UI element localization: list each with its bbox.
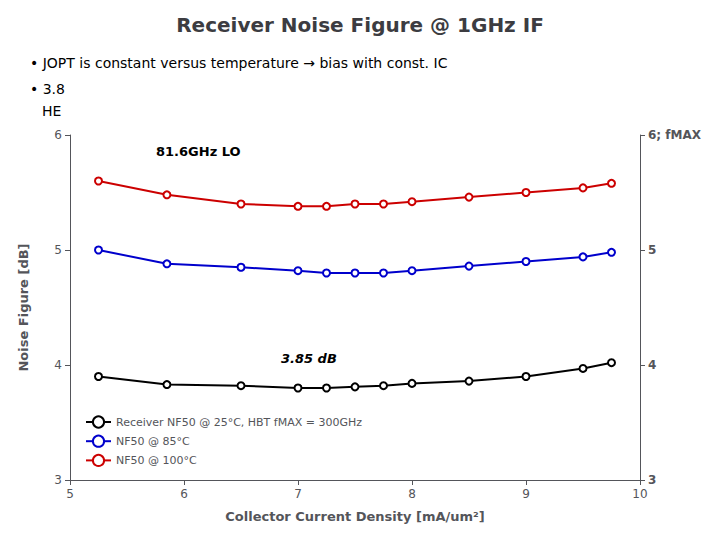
svg-text:HE: HE — [42, 103, 61, 119]
svg-text:7: 7 — [294, 487, 302, 501]
svg-text:Receiver NF50 @ 25°C, HBT fMAX: Receiver NF50 @ 25°C, HBT fMAX = 300GHz — [116, 416, 362, 429]
svg-text:NF50 @ 100°C: NF50 @ 100°C — [116, 454, 197, 467]
svg-text:10: 10 — [632, 487, 647, 501]
svg-text:6; fMAX: 6; fMAX — [648, 128, 702, 142]
svg-text:• JOPT is constant versus temp: • JOPT is constant versus temperature → … — [30, 55, 448, 71]
svg-text:3: 3 — [648, 473, 656, 487]
svg-text:6: 6 — [54, 128, 62, 142]
svg-text:4: 4 — [54, 358, 62, 372]
svg-text:6: 6 — [180, 487, 188, 501]
svg-text:NF50 @ 85°C: NF50 @ 85°C — [116, 435, 190, 448]
svg-text:5: 5 — [648, 243, 656, 257]
svg-text:4: 4 — [648, 358, 656, 372]
svg-text:3.85 dB: 3.85 dB — [281, 351, 337, 366]
svg-text:• 3.8: • 3.8 — [30, 81, 65, 97]
svg-text:Collector Current Density [mA/: Collector Current Density [mA/um²] — [225, 509, 484, 524]
svg-text:5: 5 — [54, 243, 62, 257]
svg-text:Noise Figure [dB]: Noise Figure [dB] — [16, 243, 31, 371]
svg-text:Receiver Noise Figure @ 1GHz I: Receiver Noise Figure @ 1GHz IF — [176, 13, 544, 37]
svg-text:9: 9 — [522, 487, 530, 501]
svg-text:81.6GHz LO: 81.6GHz LO — [156, 144, 241, 159]
svg-text:5: 5 — [66, 487, 74, 501]
svg-text:8: 8 — [408, 487, 416, 501]
svg-text:3: 3 — [54, 473, 62, 487]
